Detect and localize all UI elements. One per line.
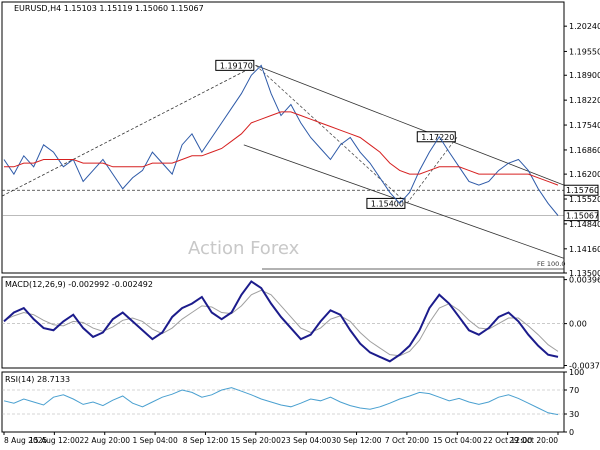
rsi-y-tick-label: 30: [569, 410, 579, 419]
x-tick-label: 15 Sep 20:00: [231, 436, 281, 445]
current-price-box: [563, 210, 599, 222]
rsi-y-tick-label: 100: [569, 368, 584, 377]
price-y-tick-label: 1.20240: [569, 22, 600, 31]
annotation-label: 1.15400: [371, 199, 404, 208]
channel-upper-line: [255, 64, 565, 186]
price-y-tick-label: 1.19550: [569, 47, 600, 56]
price-y-tick-label: 1.18900: [569, 71, 600, 80]
x-tick-label: 15 Aug 12:00: [29, 436, 80, 445]
fe-label: FE 100.0: [537, 260, 566, 268]
macd-panel-frame: [1, 276, 565, 369]
price-y-tick-label: 1.14160: [569, 245, 600, 254]
rsi-y-tick-label: 0: [569, 428, 574, 437]
price-y-tick-label: 1.17540: [569, 121, 600, 130]
moving-average-line: [4, 111, 559, 186]
x-tick-label: 15 Oct 04:00: [433, 436, 482, 445]
price-y-tick-label: 1.14840: [569, 220, 600, 229]
rsi-line: [3, 387, 559, 416]
price-panel-frame: [1, 1, 565, 274]
macd-line: [3, 280, 559, 363]
macd-title: MACD(12,26,9) -0.002992 -0.002492: [5, 280, 153, 289]
x-tick-label: 8 Sep 12:00: [183, 436, 229, 445]
fib-dashed-line: [255, 65, 408, 204]
price-y-tick-label: 1.13500: [569, 269, 600, 278]
x-tick-label: 8 Aug 2025: [4, 436, 47, 445]
annotation-box: [366, 197, 406, 209]
level-price-label: 1.15760: [566, 186, 599, 195]
x-tick-label: 22 Oct 12:00: [483, 436, 532, 445]
current-price-label: 1.15067: [566, 212, 599, 221]
macd-signal-line: [3, 289, 559, 357]
fib-dashed-line: [406, 136, 458, 204]
x-tick-label: 7 Oct 20:00: [385, 436, 429, 445]
price-header: EURUSD,H4 1.15103 1.15119 1.15060 1.1506…: [14, 4, 204, 13]
x-tick-label: 30 Sep 12:00: [332, 436, 382, 445]
x-tick-label: 1 Sep 04:00: [132, 436, 178, 445]
annotation-label: 1.17220: [421, 133, 454, 142]
macd-y-tick-label: -0.003774: [569, 361, 600, 370]
level-price-box: [563, 184, 599, 196]
fib-dashed-line: [1, 64, 257, 197]
price-line: [3, 64, 559, 216]
price-y-tick-label: 1.15520: [569, 195, 600, 204]
x-tick-label: 22 Aug 20:00: [79, 436, 130, 445]
macd-y-tick-label: 0.00: [569, 320, 587, 329]
rsi-y-tick-label: 70: [569, 386, 579, 395]
macd-y-tick-label: 0.003964: [569, 276, 600, 285]
price-y-tick-label: 1.18220: [569, 96, 600, 105]
price-y-tick-label: 1.16200: [569, 170, 600, 179]
price-y-tick-label: 1.16860: [569, 146, 600, 155]
rsi-title: RSI(14) 28.7133: [5, 375, 70, 384]
annotation-label: 1.19170: [220, 61, 253, 70]
x-tick-label: 23 Sep 04:00: [281, 436, 331, 445]
annotation-box: [215, 59, 255, 71]
x-tick-label: 29 Oct 20:00: [509, 436, 558, 445]
watermark: Action Forex: [188, 238, 300, 259]
rsi-panel-frame: [1, 371, 565, 433]
